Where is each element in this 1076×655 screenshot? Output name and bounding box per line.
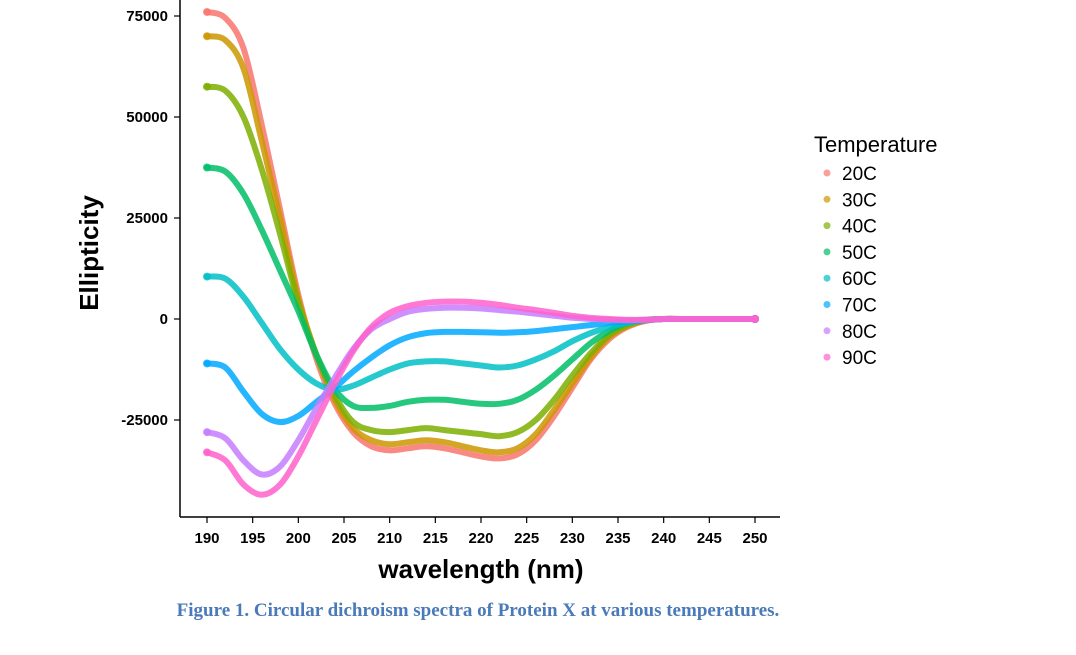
x-tick-label: 235 xyxy=(605,530,630,547)
legend-label-90C: 90C xyxy=(842,348,877,369)
legend-label-50C: 50C xyxy=(842,243,877,264)
y-tick-label: 50000 xyxy=(126,109,168,126)
legend-key-80C xyxy=(823,327,831,335)
legend-label-40C: 40C xyxy=(842,217,877,238)
series-point-70C-start xyxy=(203,359,211,368)
series-point-60C-start xyxy=(203,272,211,281)
x-tick-label: 245 xyxy=(697,530,722,547)
x-axis-title: wavelength (nm) xyxy=(377,554,583,584)
y-axis-ticks: -25000 0 25000 50000 75000 xyxy=(121,8,180,429)
x-tick-label: 210 xyxy=(377,530,402,547)
legend-key-90C xyxy=(823,353,831,361)
series-point-30C-start xyxy=(203,32,211,41)
y-axis-title: Ellipticity xyxy=(74,195,104,311)
x-tick-label: 250 xyxy=(742,530,767,547)
series-point-90C-start xyxy=(203,448,211,457)
legend-key-30C xyxy=(823,195,831,203)
legend-label-60C: 60C xyxy=(842,269,877,290)
y-tick-label: 75000 xyxy=(126,8,168,25)
y-tick-label: 0 xyxy=(160,311,168,328)
series-line-40C xyxy=(204,83,758,440)
legend-key-70C xyxy=(823,301,831,308)
legend-title: Temperature xyxy=(814,132,938,157)
x-tick-label: 205 xyxy=(331,530,356,547)
y-tick-label: -25000 xyxy=(121,412,168,429)
series-point-20C-start xyxy=(203,7,211,16)
series-point-80C-start xyxy=(203,428,211,437)
figure-caption: Figure 1. Circular dichroism spectra of … xyxy=(176,600,780,621)
x-tick-label: 195 xyxy=(240,530,265,547)
legend-label-80C: 80C xyxy=(842,322,877,343)
series-layer xyxy=(203,7,759,498)
series-line-20C xyxy=(204,9,758,462)
x-axis-ticks: 190 195 200 205 210 215 220 225 230 235 240 245 250 xyxy=(194,517,768,547)
series-point-50C-start xyxy=(203,163,211,172)
legend-label-70C: 70C xyxy=(842,296,877,317)
x-tick-label: 190 xyxy=(194,530,219,547)
legend-key-50C xyxy=(823,248,831,256)
series-point-40C-start xyxy=(203,82,211,91)
series-point-90C-end xyxy=(751,315,759,323)
legend-label-30C: 30C xyxy=(842,190,877,211)
x-tick-label: 225 xyxy=(514,530,539,547)
series-line-90C xyxy=(204,298,758,498)
legend: Temperature 20C 30C 40C 50C 60C 70C 80C 90C xyxy=(814,132,938,369)
legend-label-20C: 20C xyxy=(842,164,877,185)
legend-key-60C xyxy=(823,274,831,282)
x-tick-label: 200 xyxy=(286,530,311,547)
x-tick-label: 240 xyxy=(651,530,676,547)
legend-key-40C xyxy=(823,222,831,230)
series-line-50C xyxy=(204,164,758,412)
y-tick-label: 25000 xyxy=(126,210,168,227)
x-tick-label: 215 xyxy=(423,530,448,547)
x-tick-label: 230 xyxy=(560,530,585,547)
legend-key-20C xyxy=(823,169,831,177)
x-tick-label: 220 xyxy=(468,530,493,547)
